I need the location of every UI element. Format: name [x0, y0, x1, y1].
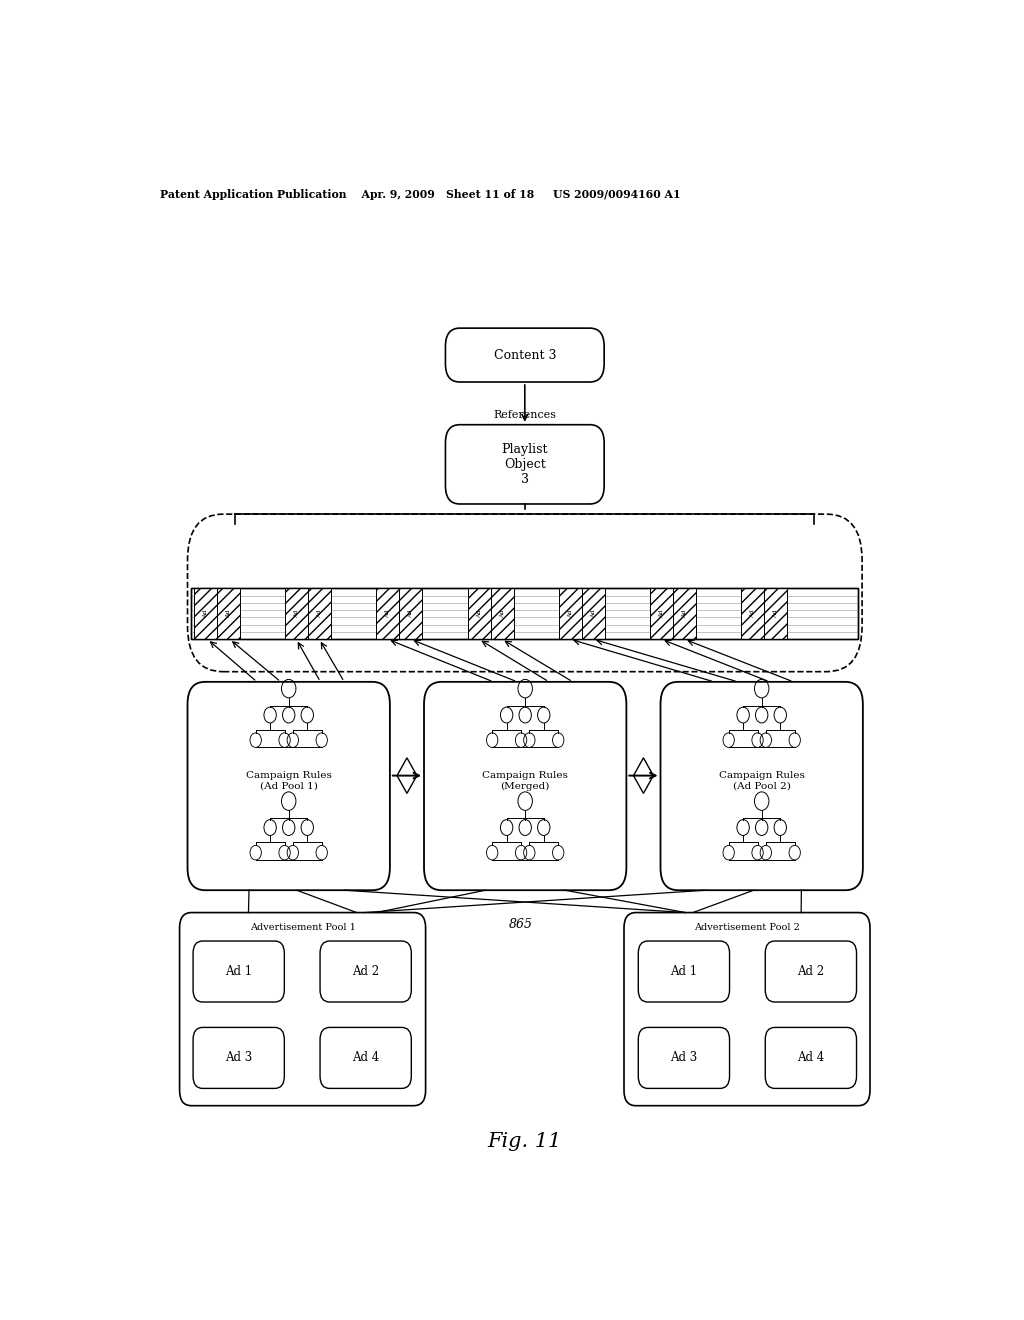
FancyBboxPatch shape [424, 682, 627, 890]
FancyBboxPatch shape [179, 912, 426, 1106]
FancyBboxPatch shape [765, 1027, 856, 1089]
Bar [285, 589, 308, 639]
Text: Content 3: Content 3 [494, 348, 556, 362]
FancyBboxPatch shape [638, 1027, 729, 1089]
FancyBboxPatch shape [765, 941, 856, 1002]
Bar [582, 589, 605, 639]
Text: References: References [494, 409, 556, 420]
Text: Patent Application Publication    Apr. 9, 2009   Sheet 11 of 18     US 2009/0094: Patent Application Publication Apr. 9, 2… [160, 189, 680, 199]
Bar [191, 589, 858, 639]
Text: Ad: Ad [773, 610, 778, 618]
FancyBboxPatch shape [445, 425, 604, 504]
Text: Ad: Ad [591, 610, 596, 618]
Text: Ad: Ad [476, 610, 481, 618]
Text: Ad: Ad [226, 610, 230, 618]
FancyBboxPatch shape [187, 515, 862, 672]
Text: Ad: Ad [751, 610, 756, 618]
FancyBboxPatch shape [445, 329, 604, 381]
Text: Ad: Ad [659, 610, 665, 618]
Text: Ad 3: Ad 3 [671, 1052, 697, 1064]
Bar [217, 589, 240, 639]
Text: Ad: Ad [409, 610, 414, 618]
FancyBboxPatch shape [187, 682, 390, 890]
Text: Ad: Ad [682, 610, 687, 618]
Bar [399, 589, 423, 639]
Bar [559, 589, 582, 639]
Text: Campaign Rules
(Ad Pool 1): Campaign Rules (Ad Pool 1) [246, 771, 332, 791]
Text: Campaign Rules
(Ad Pool 2): Campaign Rules (Ad Pool 2) [719, 771, 805, 791]
Text: Ad 2: Ad 2 [798, 965, 824, 978]
FancyBboxPatch shape [321, 1027, 412, 1089]
Text: Fig. 11: Fig. 11 [487, 1131, 562, 1151]
Text: Ad: Ad [385, 610, 390, 618]
Bar [490, 589, 514, 639]
Text: Ad 1: Ad 1 [671, 965, 697, 978]
Bar [191, 589, 858, 639]
Text: Ad 2: Ad 2 [352, 965, 379, 978]
Bar [377, 589, 399, 639]
Bar [673, 589, 696, 639]
Text: 865: 865 [509, 919, 532, 932]
Bar [765, 589, 787, 639]
Text: Ad 1: Ad 1 [225, 965, 252, 978]
Text: Ad: Ad [317, 610, 323, 618]
Text: Ad: Ad [500, 610, 505, 618]
Text: Playlist
Object
3: Playlist Object 3 [502, 442, 548, 486]
Bar [741, 589, 765, 639]
FancyBboxPatch shape [194, 1027, 285, 1089]
Text: Campaign Rules
(Merged): Campaign Rules (Merged) [482, 771, 568, 791]
Bar [650, 589, 673, 639]
FancyBboxPatch shape [194, 941, 285, 1002]
Text: Ad: Ad [294, 610, 299, 618]
Text: Ad 4: Ad 4 [798, 1052, 824, 1064]
Text: Ad: Ad [203, 610, 208, 618]
Text: Ad 4: Ad 4 [352, 1052, 379, 1064]
FancyBboxPatch shape [624, 912, 870, 1106]
FancyBboxPatch shape [638, 941, 729, 1002]
Bar [308, 589, 331, 639]
Text: Advertisement Pool 2: Advertisement Pool 2 [694, 923, 800, 932]
FancyBboxPatch shape [660, 682, 863, 890]
Text: Ad 3: Ad 3 [225, 1052, 252, 1064]
Text: Advertisement Pool 1: Advertisement Pool 1 [250, 923, 355, 932]
Bar [194, 589, 217, 639]
Bar [468, 589, 490, 639]
Text: Ad: Ad [568, 610, 573, 618]
FancyBboxPatch shape [321, 941, 412, 1002]
